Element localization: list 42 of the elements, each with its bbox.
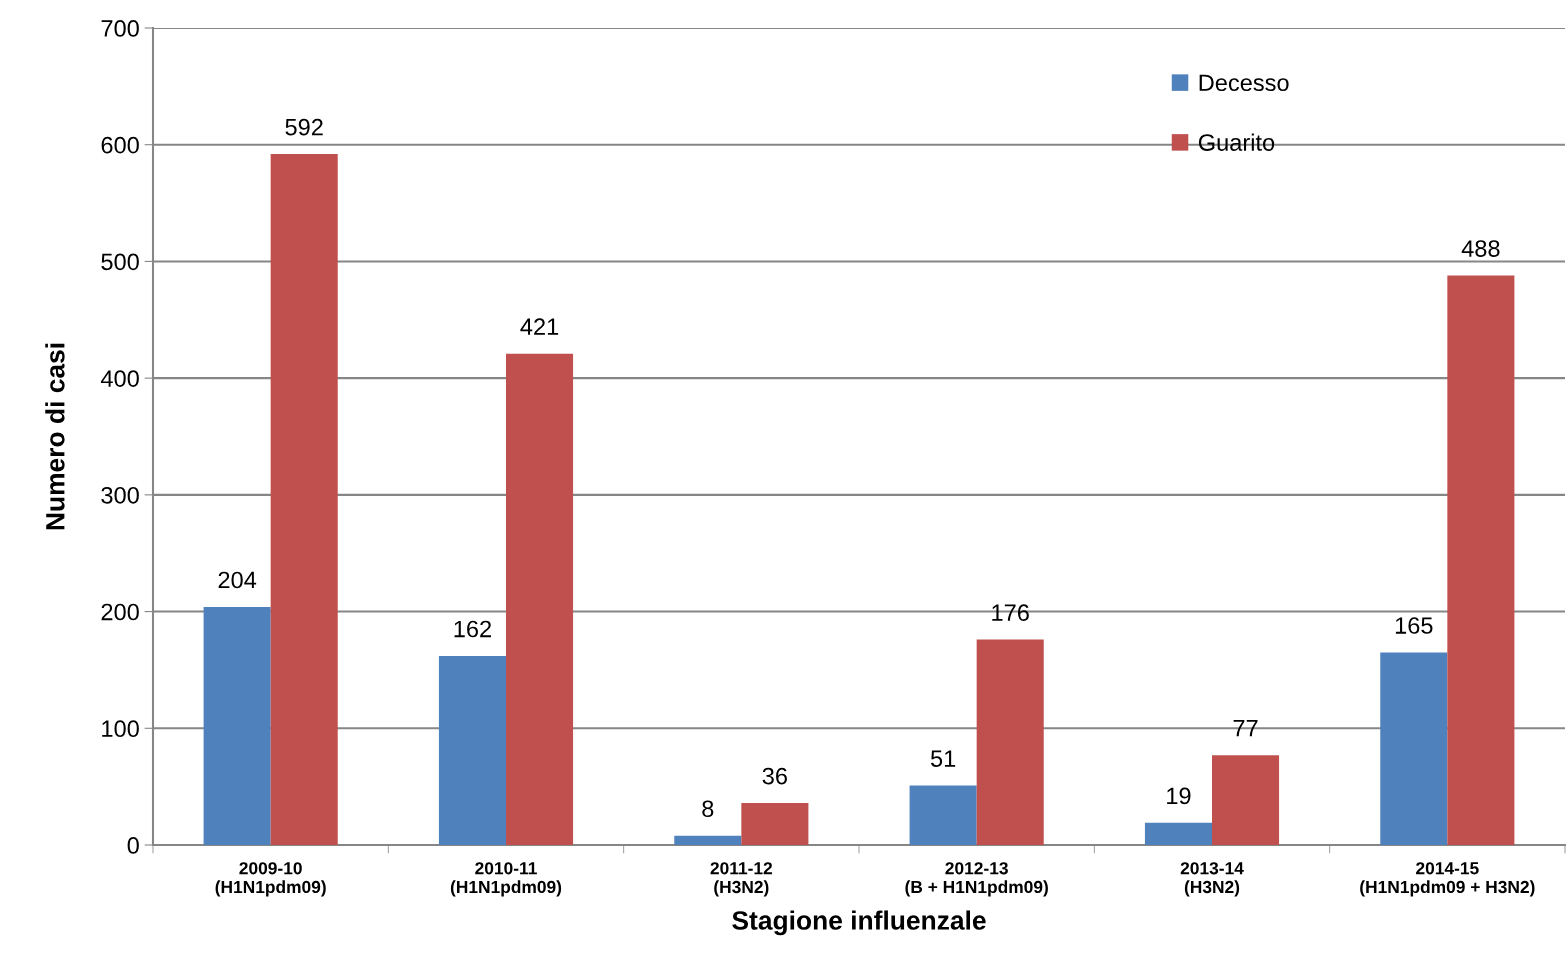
y-tick-label: 400 <box>100 370 139 387</box>
bar <box>674 835 742 845</box>
y-tick-label: 100 <box>102 720 139 738</box>
data-label: 8 <box>702 800 714 818</box>
x-tick-label: 2009-10 (H1N1pdm09) <box>215 862 326 897</box>
bar <box>976 639 1044 845</box>
data-label: 488 <box>1461 240 1500 257</box>
legend-label: Guarito <box>1198 133 1275 151</box>
bar <box>741 802 809 845</box>
y-tick-label: 200 <box>101 603 139 621</box>
y-tick-label: 700 <box>101 20 139 37</box>
bar <box>438 655 506 845</box>
y-tick-label: 300 <box>101 486 139 504</box>
y-tick-label: 0 <box>127 837 139 854</box>
y-tick-label: 500 <box>101 253 139 271</box>
bar <box>1447 275 1515 845</box>
x-axis-title: Stagione influenzale <box>732 910 986 936</box>
data-label: 36 <box>762 767 787 785</box>
bar <box>909 785 977 845</box>
data-label: 204 <box>218 571 257 589</box>
data-label: 421 <box>520 318 559 335</box>
x-tick-label: 2010-11 (H1N1pdm09) <box>450 862 562 897</box>
x-tick-label: 2012-13 (B + H1N1pdm09) <box>905 862 1048 897</box>
data-label: 77 <box>1233 720 1258 737</box>
bar <box>1380 652 1448 845</box>
data-label: 592 <box>285 118 323 136</box>
x-tick-label: 2014-15 (H1N1pdm09 + H3N2) <box>1360 862 1535 897</box>
data-label: 162 <box>454 620 491 638</box>
data-label: 176 <box>992 604 1029 622</box>
bar <box>270 154 338 845</box>
bar <box>203 606 271 845</box>
y-tick-label: 600 <box>101 136 139 154</box>
data-label: 51 <box>930 750 956 767</box>
x-tick-label: 2011-12 (H3N2) <box>710 862 773 897</box>
bar <box>506 353 574 845</box>
data-label: 19 <box>1167 787 1191 805</box>
x-tick-label: 2013-14 (H3N2) <box>1180 862 1244 897</box>
bar <box>1212 755 1280 845</box>
bar <box>1144 822 1212 845</box>
y-axis-title: Numero di casi <box>45 343 65 530</box>
legend-label: Decesso <box>1199 74 1289 92</box>
data-label: 165 <box>1395 617 1433 634</box>
